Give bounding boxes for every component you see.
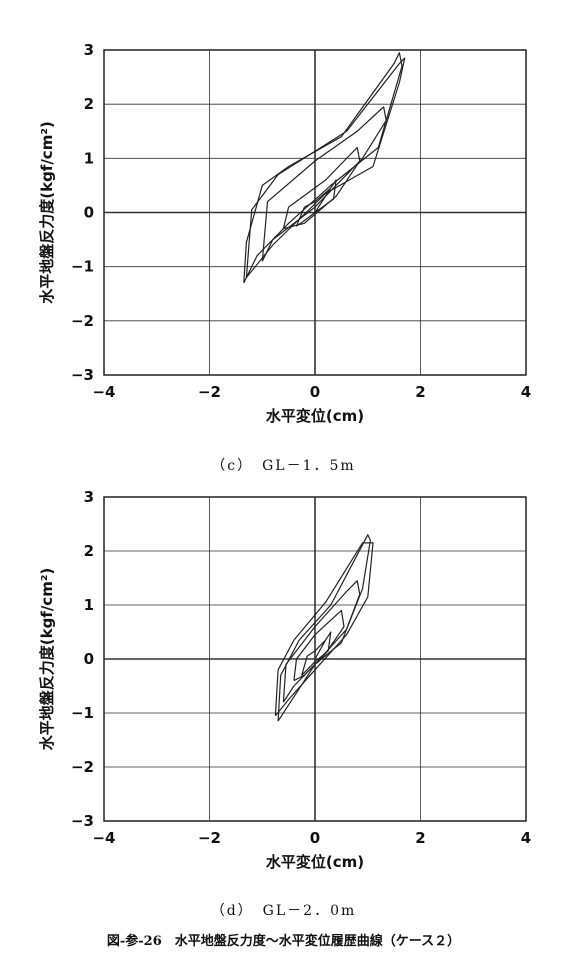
x-tick-label: 0 xyxy=(310,829,320,847)
y-tick-label: −2 xyxy=(71,312,94,330)
chart-panel-d: 3 2 1 0 −1 −2 −3 −4 −2 0 2 4 水平変位(cm) 水平地盤反力度(kgf/cm²… xyxy=(0,488,567,919)
y-axis-title: 水平地盤反力度(kgf/cm²) xyxy=(38,121,56,304)
x-tick-label: −4 xyxy=(92,829,115,847)
chart-panel-c: 3 2 1 0 −1 −2 −3 −4 −2 0 2 4 水平変位(cm) 水平地盤反力度(kgf/cm²… xyxy=(38,41,531,474)
chart-caption-c: （c） GL－1．5m xyxy=(211,458,356,474)
hysteresis-loop-5 xyxy=(274,542,374,717)
y-axis-title: 水平地盤反力度(kgf/cm²) xyxy=(38,568,56,751)
x-tick-label: 4 xyxy=(521,829,531,847)
x-tick-label: 4 xyxy=(521,383,531,401)
hysteresis-loop-3 xyxy=(282,580,361,703)
hysteresis-loop-5 xyxy=(245,57,406,278)
x-tick-label: 2 xyxy=(415,383,425,401)
x-tick-label: −2 xyxy=(198,383,221,401)
y-tick-label: 3 xyxy=(84,41,94,59)
y-tick-label: 1 xyxy=(84,149,94,167)
x-tick-label: 0 xyxy=(310,383,320,401)
hysteresis-loop-4 xyxy=(243,52,403,284)
hysteresis-chart-d: 3 2 1 0 −1 −2 −3−4 −2 0 2 4 水平変位(cm) 水平地盤反力度(kgf/cm²… xyxy=(38,488,531,871)
hysteresis-chart-c: 3 2 1 0 −1 −2 −3−4 −2 0 2 4 水平変位(cm) 水平地盤反力度(kgf/cm²… xyxy=(38,41,531,425)
hysteresis-loop-3 xyxy=(261,106,387,262)
x-tick-label: −4 xyxy=(92,383,115,401)
y-tick-label: −2 xyxy=(71,758,94,776)
x-axis-title: 水平変位(cm) xyxy=(266,407,364,425)
y-tick-label: −3 xyxy=(71,812,94,830)
y-tick-label: −1 xyxy=(71,258,94,276)
y-tick-label: 2 xyxy=(84,95,94,113)
y-tick-label: 3 xyxy=(84,488,94,506)
y-tick-label: 1 xyxy=(84,596,94,614)
y-tick-label: −3 xyxy=(71,366,94,384)
y-tick-label: −1 xyxy=(71,704,94,722)
chart-caption-d: （d） GL－2．0m xyxy=(210,903,357,919)
x-axis-title: 水平変位(cm) xyxy=(266,853,364,871)
y-tick-label: 0 xyxy=(84,650,94,668)
hysteresis-loop-1 xyxy=(301,631,332,676)
x-tick-label: −2 xyxy=(198,829,221,847)
x-tick-label: 2 xyxy=(415,829,425,847)
hysteresis-loop-2 xyxy=(282,146,361,230)
y-tick-label: 2 xyxy=(84,542,94,560)
y-tick-label: 0 xyxy=(84,204,94,222)
figure-caption: 図-参-26 水平地盤反力度～水平変位履歴曲線（ケース２） xyxy=(106,934,461,949)
hysteresis-loop-4 xyxy=(277,534,371,722)
